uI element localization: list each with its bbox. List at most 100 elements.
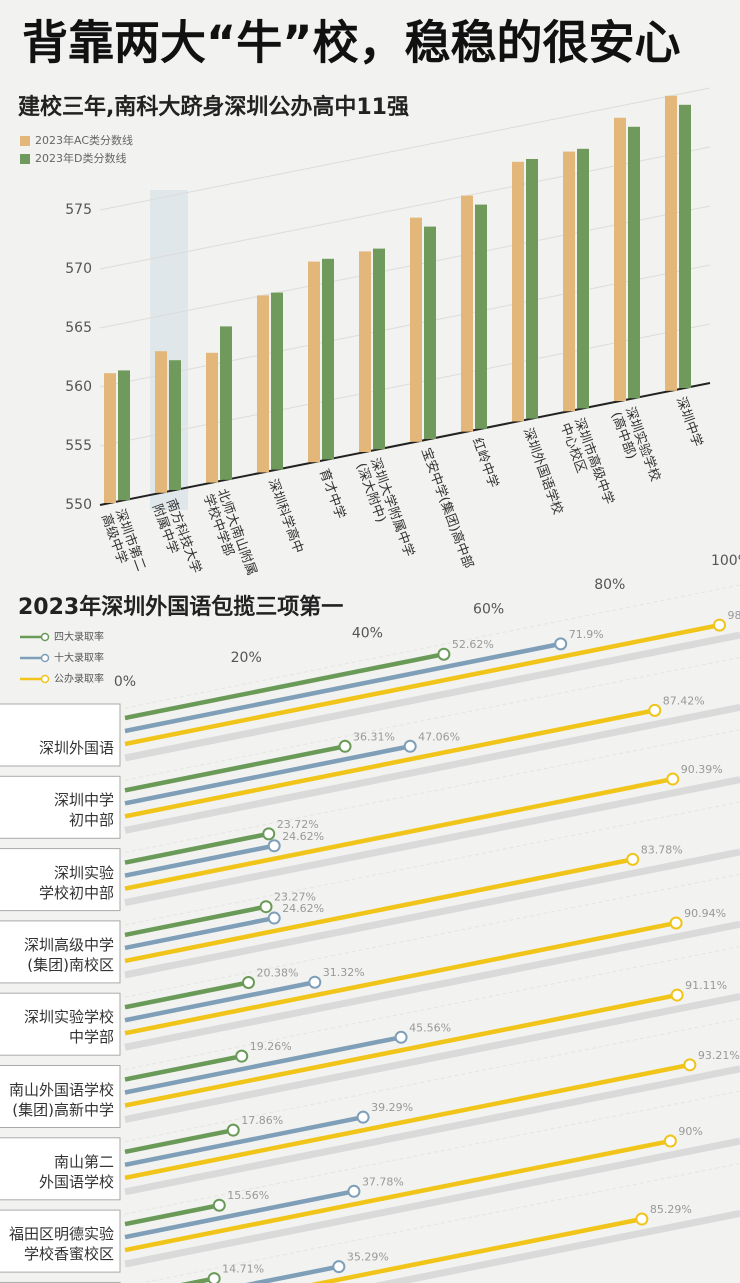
value-label: 35.29% bbox=[347, 1251, 389, 1264]
legend-label: 四大录取率 bbox=[54, 630, 104, 643]
chart-title: 建校三年,南科大跻身深圳公办高中11强 bbox=[18, 94, 409, 120]
category-label: 南山第二 外国语学校 bbox=[38, 1152, 114, 1191]
value-label: 47.06% bbox=[418, 730, 460, 743]
legend-swatch bbox=[20, 154, 30, 164]
grid-line bbox=[99, 323, 711, 447]
lollipop-marker bbox=[403, 739, 417, 753]
value-label: 31.32% bbox=[323, 966, 365, 979]
lollipop-marker bbox=[356, 1110, 370, 1124]
lollipop-line bbox=[124, 652, 445, 721]
value-label: 15.56% bbox=[227, 1189, 269, 1202]
bar bbox=[679, 104, 691, 389]
label-box bbox=[0, 848, 121, 912]
y-tick-label: 575 bbox=[65, 202, 92, 218]
lollipop-marker bbox=[347, 1184, 361, 1198]
value-label: 17.86% bbox=[241, 1114, 283, 1127]
lollipop-line bbox=[124, 857, 634, 964]
legend-label: 公办录取率 bbox=[54, 672, 104, 685]
bar bbox=[118, 370, 130, 501]
lollipop-marker bbox=[259, 900, 273, 914]
page-title: 背靠两大“牛”校，稳稳的很安心 bbox=[22, 16, 680, 70]
lollipop-line bbox=[124, 641, 562, 734]
value-label: 24.62% bbox=[282, 830, 324, 843]
bar bbox=[461, 195, 473, 432]
row-band bbox=[124, 1065, 740, 1196]
bar bbox=[359, 251, 371, 452]
lollipop-marker bbox=[683, 1058, 697, 1072]
lollipop-line bbox=[180, 1276, 215, 1283]
lollipop-marker bbox=[669, 916, 683, 930]
lollipop-marker bbox=[663, 1134, 677, 1148]
value-label: 90% bbox=[678, 1125, 702, 1138]
value-label: 24.62% bbox=[282, 902, 324, 915]
row-band bbox=[124, 776, 740, 907]
lollipop-marker bbox=[635, 1212, 649, 1226]
y-tick-label: 555 bbox=[65, 438, 92, 454]
lollipop-line bbox=[124, 980, 316, 1023]
lollipop-line bbox=[124, 1203, 220, 1227]
lollipop-marker bbox=[235, 1049, 249, 1063]
legend-marker bbox=[40, 674, 50, 684]
lollipop-marker bbox=[666, 772, 680, 786]
x-tick-label: 20% bbox=[231, 650, 262, 666]
grid-line bbox=[99, 146, 711, 270]
lollipop-marker bbox=[267, 839, 281, 853]
bar bbox=[665, 95, 677, 391]
lollipop-marker bbox=[437, 647, 451, 661]
legend-label: 十大录取率 bbox=[54, 651, 104, 664]
chart-title: 2023年深圳外国语包揽三项第一 bbox=[18, 594, 343, 620]
bar bbox=[512, 161, 524, 422]
label-box bbox=[0, 1137, 121, 1201]
value-label: 37.78% bbox=[362, 1175, 404, 1188]
label-box bbox=[0, 703, 121, 767]
value-label: 23.27% bbox=[274, 891, 316, 904]
lollipop-marker bbox=[670, 988, 684, 1002]
lollipop-marker bbox=[712, 618, 726, 632]
lollipop-marker bbox=[242, 975, 256, 989]
lollipop-line bbox=[124, 1138, 671, 1253]
legend-label: 2023年AC类分数线 bbox=[35, 133, 133, 147]
bar bbox=[563, 151, 575, 412]
lollipop-line bbox=[124, 776, 674, 891]
value-label: 39.29% bbox=[371, 1101, 413, 1114]
lollipop-marker bbox=[338, 739, 352, 753]
category-label: 深圳外国语 bbox=[38, 739, 114, 757]
bar bbox=[155, 351, 167, 493]
value-label: 14.71% bbox=[222, 1263, 264, 1276]
bar bbox=[257, 295, 269, 473]
lollipop-line bbox=[124, 920, 677, 1036]
lollipop-marker bbox=[332, 1260, 346, 1274]
value-label: 71.9% bbox=[569, 628, 604, 641]
lollipop-marker bbox=[212, 1198, 226, 1212]
value-label: 90.94% bbox=[684, 907, 726, 920]
value-label: 19.26% bbox=[250, 1040, 292, 1053]
lollipop-line bbox=[124, 1114, 364, 1168]
value-label: 90.39% bbox=[681, 763, 723, 776]
value-label: 52.62% bbox=[452, 638, 494, 651]
row-band bbox=[124, 848, 740, 979]
legend-marker bbox=[40, 653, 50, 663]
label-box bbox=[0, 1065, 121, 1128]
lollipop-line bbox=[245, 1264, 340, 1283]
lollipop-marker bbox=[394, 1030, 408, 1044]
bar bbox=[577, 148, 589, 409]
lollipop-line bbox=[310, 1216, 643, 1283]
row-band bbox=[124, 1137, 740, 1268]
value-label: 23.72% bbox=[277, 818, 319, 831]
value-label: 83.78% bbox=[641, 843, 683, 856]
category-label: 深圳实验 学校初中部 bbox=[38, 863, 114, 902]
lollipop-line bbox=[124, 980, 249, 1010]
label-box bbox=[0, 992, 121, 1056]
row-band bbox=[124, 703, 740, 834]
bar bbox=[104, 373, 116, 503]
x-tick-label: 60% bbox=[473, 601, 504, 617]
lollipop-line bbox=[124, 1035, 402, 1095]
lollipop-marker bbox=[226, 1123, 240, 1137]
bar bbox=[271, 292, 283, 470]
lollipop-line bbox=[124, 1062, 691, 1181]
row-band bbox=[124, 1018, 740, 1143]
row-band bbox=[124, 1090, 740, 1215]
category-label: 深圳中学 初中部 bbox=[53, 791, 114, 830]
